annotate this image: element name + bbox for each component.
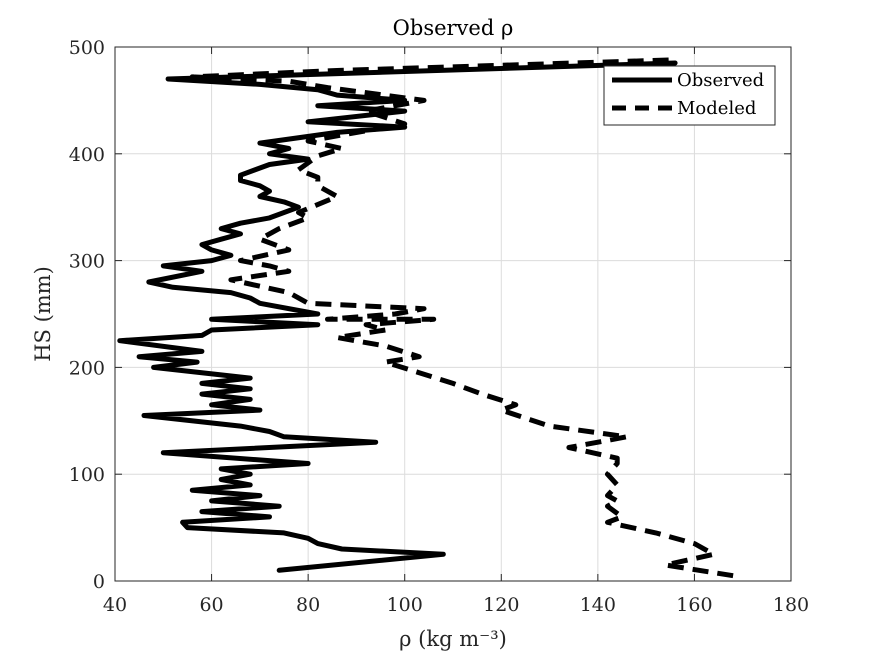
series-line-observed [117, 60, 678, 573]
legend: Observed Modeled [603, 65, 776, 126]
plot-frame [114, 46, 792, 582]
x-tick-label: 100 [387, 594, 423, 616]
legend-label-modeled: Modeled [677, 98, 756, 119]
y-tick-label: 0 [93, 571, 105, 593]
y-tick-label: 200 [69, 357, 105, 379]
x-tick-label: 140 [580, 594, 616, 616]
x-tick-label: 60 [199, 594, 223, 616]
y-tick-label: 500 [69, 37, 105, 59]
x-tick-label: 120 [483, 594, 519, 616]
x-tick-label: 160 [676, 594, 712, 616]
x-tick-label: 180 [773, 594, 809, 616]
x-axis-title: ρ (kg m⁻³) [399, 627, 507, 651]
y-axis-title: HS (mm) [31, 266, 55, 362]
series-layer [117, 57, 734, 579]
y-tick-label: 300 [69, 251, 105, 273]
ticks: 40 60 80 100 120 140 160 180 0 100 200 300 400 500 [69, 37, 809, 616]
chart-title: Observed ρ [393, 16, 514, 40]
y-tick-label: 100 [69, 464, 105, 486]
x-tick-label: 80 [296, 594, 320, 616]
x-tick-label: 40 [103, 594, 127, 616]
y-tick-label: 400 [69, 144, 105, 166]
legend-label-observed: Observed [677, 70, 764, 91]
legend-box [603, 65, 776, 126]
series-line-modeled [189, 57, 734, 579]
